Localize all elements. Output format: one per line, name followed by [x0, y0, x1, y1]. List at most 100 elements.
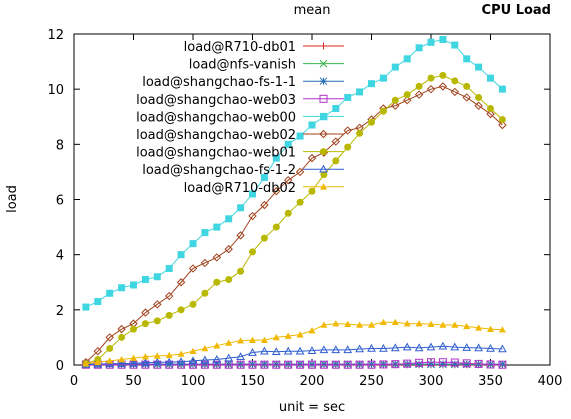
data-point — [367, 360, 376, 369]
data-point — [474, 101, 483, 110]
data-point — [189, 240, 197, 248]
data-point — [498, 85, 506, 93]
data-point — [165, 311, 173, 319]
data-point — [498, 344, 507, 353]
data-point — [141, 360, 150, 369]
legend-label: load@shangchao-fs-1-1 — [142, 75, 296, 90]
legend-label: load@shangchao-web03 — [136, 93, 296, 108]
y-tick-label: 10 — [47, 83, 64, 98]
data-point — [153, 300, 162, 309]
data-point — [272, 360, 281, 369]
data-point — [106, 289, 114, 297]
data-point — [249, 336, 256, 343]
legend-marker — [320, 42, 327, 50]
data-point — [272, 187, 281, 196]
data-point — [153, 352, 161, 359]
data-point — [331, 137, 341, 146]
data-point — [403, 320, 411, 327]
data-point — [248, 211, 257, 221]
data-point — [331, 345, 341, 354]
data-point — [201, 344, 209, 352]
data-point — [130, 281, 137, 289]
data-point — [295, 346, 305, 355]
data-point — [427, 38, 435, 46]
data-point — [343, 345, 353, 354]
data-point — [105, 333, 114, 342]
y-tick-label: 12 — [47, 28, 64, 43]
data-point — [283, 346, 293, 355]
data-point — [332, 104, 340, 112]
x-tick-label: 100 — [181, 374, 206, 389]
data-point — [224, 244, 233, 254]
data-point — [129, 360, 138, 369]
legend-label: load@shangchao-fs-1-2 — [142, 163, 296, 178]
data-point — [212, 360, 221, 369]
data-point — [308, 121, 316, 129]
data-point — [331, 360, 340, 369]
series-3 — [81, 358, 507, 369]
data-point — [189, 300, 197, 308]
data-point — [331, 360, 340, 369]
data-point — [462, 359, 471, 368]
data-point — [343, 360, 352, 369]
data-point — [438, 341, 448, 350]
data-point — [414, 90, 424, 99]
data-point — [296, 132, 304, 140]
legend-label: load@shangchao-web02 — [136, 128, 296, 143]
data-point — [201, 289, 209, 297]
data-point — [141, 358, 150, 367]
data-point — [225, 339, 233, 346]
data-point — [463, 55, 471, 63]
data-point — [272, 154, 280, 162]
data-point — [498, 120, 507, 130]
data-point — [284, 360, 293, 369]
data-point — [320, 360, 328, 369]
data-point — [427, 358, 435, 367]
legend-marker — [319, 164, 328, 173]
x-axis: 0 50 100 150 200 250 300 350 400 — [70, 34, 562, 389]
data-point — [498, 326, 506, 333]
data-point — [368, 118, 375, 126]
data-point — [319, 345, 329, 354]
legend-label: load@nfs-vanish — [189, 58, 296, 73]
data-point — [248, 360, 257, 369]
data-point — [260, 336, 268, 343]
data-point — [486, 360, 495, 369]
data-point — [344, 143, 352, 151]
data-point — [165, 264, 173, 272]
data-point — [344, 320, 352, 327]
legend: load@R710-db01 load@nfs-vanish load@shangc… — [136, 40, 344, 196]
data-point — [390, 343, 400, 352]
data-point — [272, 333, 280, 341]
data-point — [188, 264, 198, 273]
data-point — [141, 353, 149, 360]
data-point — [296, 360, 305, 369]
data-point — [356, 321, 364, 328]
data-point — [248, 360, 257, 369]
data-point — [462, 343, 472, 351]
data-point — [93, 347, 103, 356]
data-point — [450, 87, 460, 97]
data-point — [439, 36, 447, 44]
data-point — [200, 258, 210, 268]
data-point — [284, 332, 292, 339]
data-point — [379, 318, 387, 326]
data-point — [165, 351, 173, 359]
data-point — [189, 347, 197, 355]
data-point — [118, 355, 126, 363]
data-point — [319, 360, 328, 369]
data-point — [164, 357, 174, 366]
x-tick-label: 50 — [125, 374, 142, 389]
data-point — [260, 360, 269, 369]
data-point — [391, 96, 399, 104]
data-point — [426, 84, 436, 94]
legend-marker — [320, 112, 327, 120]
data-point — [498, 360, 507, 369]
data-point — [283, 175, 293, 185]
data-point — [379, 343, 388, 352]
data-point — [368, 321, 375, 328]
series-8 — [82, 318, 506, 367]
data-point — [391, 63, 399, 71]
x-tick-label: 0 — [70, 374, 78, 389]
